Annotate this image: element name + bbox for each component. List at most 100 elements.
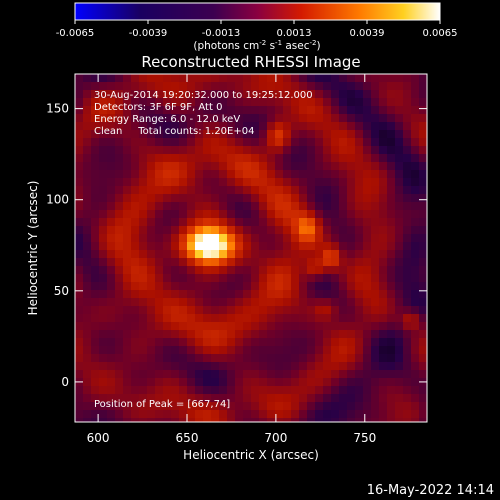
heat-cell — [147, 218, 155, 226]
heat-cell — [283, 402, 291, 410]
heat-cell — [315, 402, 323, 410]
heat-cell — [291, 234, 299, 242]
heat-cell — [307, 274, 315, 282]
heat-cell — [267, 298, 275, 306]
heat-cell — [107, 306, 115, 314]
heat-cell — [299, 114, 307, 122]
heat-cell — [155, 266, 163, 274]
heat-cell — [371, 202, 379, 210]
heat-cell — [147, 306, 155, 314]
heat-cell — [99, 362, 107, 370]
heat-cell — [395, 394, 403, 402]
heat-cell — [395, 290, 403, 298]
heat-cell — [179, 98, 187, 106]
heat-cell — [355, 290, 363, 298]
heat-cell — [187, 346, 195, 354]
heat-cell — [99, 346, 107, 354]
heat-cell — [99, 226, 107, 234]
heat-cell — [379, 242, 387, 250]
heat-cell — [91, 330, 99, 338]
heat-cell — [355, 114, 363, 122]
heat-cell — [171, 178, 179, 186]
heat-cell — [347, 298, 355, 306]
heat-cell — [267, 354, 275, 362]
heat-cell — [131, 258, 139, 266]
heat-cell — [299, 218, 307, 226]
heat-cell — [219, 314, 227, 322]
heat-cell — [131, 410, 139, 418]
heat-cell — [203, 338, 211, 346]
heat-cell — [115, 298, 123, 306]
heat-cell — [187, 74, 195, 82]
heat-cell — [395, 386, 403, 394]
heat-cell — [339, 202, 347, 210]
heat-cell — [339, 178, 347, 186]
heat-cell — [331, 282, 339, 290]
heat-cell — [147, 330, 155, 338]
heat-cell — [307, 418, 315, 422]
heat-cell — [379, 378, 387, 386]
heat-cell — [347, 162, 355, 170]
heat-cell — [275, 138, 283, 146]
heat-cell — [395, 282, 403, 290]
heat-cell — [243, 170, 251, 178]
heat-cell — [363, 234, 371, 242]
heat-cell — [315, 250, 323, 258]
x-tick-label: 750 — [353, 431, 376, 445]
heat-cell — [179, 146, 187, 154]
heat-cell — [203, 186, 211, 194]
heat-cell — [139, 250, 147, 258]
heat-cell — [155, 346, 163, 354]
heat-cell — [219, 210, 227, 218]
heat-cell — [259, 162, 267, 170]
heat-cell — [283, 74, 291, 82]
heat-cell — [219, 330, 227, 338]
heat-cell — [315, 306, 323, 314]
heat-cell — [155, 114, 163, 122]
heat-cell — [355, 98, 363, 106]
heat-cell — [411, 362, 419, 370]
heat-cell — [371, 274, 379, 282]
heat-cell — [155, 186, 163, 194]
heat-cell — [115, 362, 123, 370]
chart-title: Reconstructed RHESSI Image — [141, 53, 360, 71]
heat-cell — [387, 330, 395, 338]
heat-cell — [259, 138, 267, 146]
heat-cell — [371, 298, 379, 306]
heat-cell — [235, 322, 243, 330]
heat-cell — [155, 234, 163, 242]
heat-cell — [291, 170, 299, 178]
heat-cell — [251, 194, 259, 202]
heat-cell — [371, 106, 379, 114]
heat-cell — [419, 186, 427, 194]
heat-cell — [395, 234, 403, 242]
heat-cell — [91, 338, 99, 346]
heat-cell — [243, 282, 251, 290]
heat-cell — [299, 226, 307, 234]
heat-cell — [83, 202, 91, 210]
heat-cell — [307, 74, 315, 82]
heat-cell — [371, 378, 379, 386]
heat-cell — [123, 98, 131, 106]
heat-cell — [131, 106, 139, 114]
heat-cell — [323, 138, 331, 146]
heat-cell — [179, 410, 187, 418]
heat-cell — [251, 226, 259, 234]
heat-cell — [395, 186, 403, 194]
heat-cell — [291, 330, 299, 338]
heat-cell — [83, 362, 91, 370]
heat-cell — [363, 154, 371, 162]
heat-cell — [131, 274, 139, 282]
heat-cell — [155, 418, 163, 422]
heat-cell — [195, 138, 203, 146]
heat-cell — [251, 114, 259, 122]
heat-cell — [83, 138, 91, 146]
heat-cell — [307, 226, 315, 234]
colorbar-gradient — [74, 2, 441, 21]
heat-cell — [123, 170, 131, 178]
heat-cell — [307, 106, 315, 114]
heat-cell — [395, 330, 403, 338]
heat-cell — [155, 402, 163, 410]
heat-cell — [323, 178, 331, 186]
heat-cell — [299, 314, 307, 322]
